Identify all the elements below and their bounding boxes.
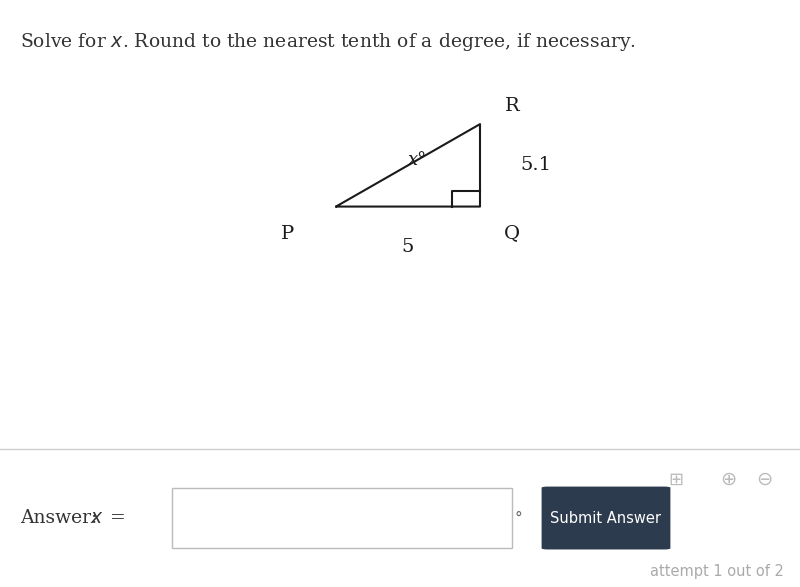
Text: Solve for $x$. Round to the nearest tenth of a degree, if necessary.: Solve for $x$. Round to the nearest tent… xyxy=(20,32,636,53)
FancyBboxPatch shape xyxy=(172,488,512,548)
Text: ⊞: ⊞ xyxy=(669,470,683,488)
Text: °: ° xyxy=(514,511,522,525)
Text: P: P xyxy=(282,224,294,242)
Text: ⊕: ⊕ xyxy=(720,470,736,489)
Text: attempt 1 out of 2: attempt 1 out of 2 xyxy=(650,564,784,579)
Text: =: = xyxy=(104,509,126,527)
Text: 5: 5 xyxy=(402,238,414,256)
Text: Submit Answer: Submit Answer xyxy=(550,511,662,525)
FancyBboxPatch shape xyxy=(542,487,670,549)
Text: $x$: $x$ xyxy=(90,509,103,527)
Text: ⊖: ⊖ xyxy=(756,470,772,489)
Text: Answer:: Answer: xyxy=(20,509,103,527)
Text: Q: Q xyxy=(504,224,520,242)
Text: x°: x° xyxy=(408,151,427,169)
Text: 5.1: 5.1 xyxy=(520,156,551,174)
Text: R: R xyxy=(505,97,519,115)
